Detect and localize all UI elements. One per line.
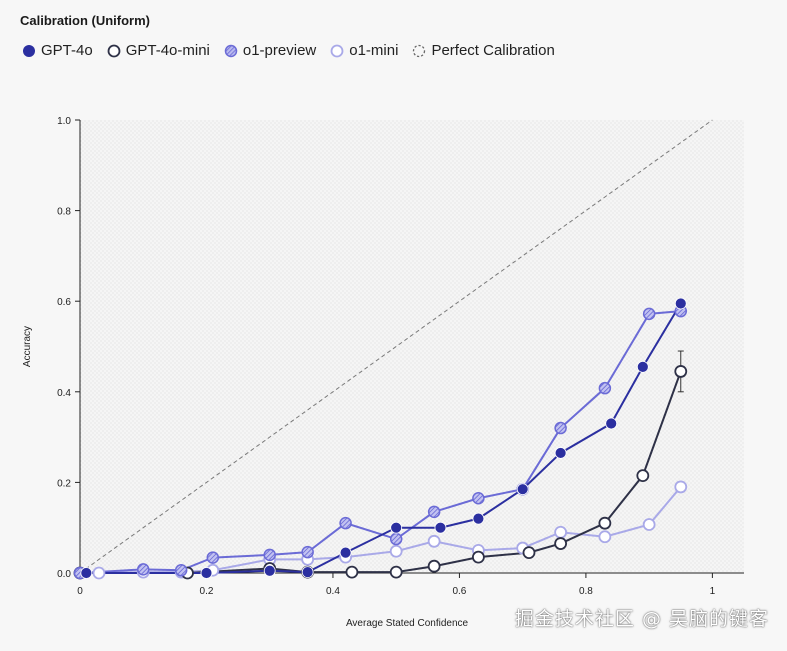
legend-marker-filled-icon [23, 44, 35, 57]
legend-marker-hatched-icon [224, 44, 238, 57]
y-tick-label: 0.4 [57, 388, 71, 399]
y-tick-label: 0.0 [57, 569, 71, 580]
data-point-gpt-4o-mini [471, 550, 485, 564]
legend-marker-dashed-icon [413, 44, 426, 57]
data-point-o1-mini [389, 544, 403, 558]
data-point-gpt-4o [339, 546, 352, 559]
data-point-o1-preview [263, 548, 276, 562]
watermark-text: 掘金技术社区 @ 吴脑的键客 [514, 608, 769, 630]
x-tick-label: 0 [77, 586, 83, 597]
data-point-o1-preview [206, 551, 220, 564]
data-point-gpt-4o [605, 417, 618, 430]
data-point-gpt-4o [636, 360, 649, 373]
legend-label: o1-mini [349, 42, 399, 59]
legend-item-gpt-4o: GPT-4o [22, 42, 93, 59]
data-point-o1-preview [301, 545, 314, 559]
data-point-gpt-4o-mini [427, 559, 441, 573]
data-point-o1-preview [427, 505, 441, 519]
data-point-o1-preview [174, 564, 188, 577]
data-point-o1-mini [554, 525, 568, 539]
data-point-gpt-4o [301, 566, 314, 578]
data-point-gpt-4o-mini [554, 537, 568, 550]
legend-label: o1-preview [242, 42, 317, 59]
x-axis-label: Average Stated Confidence [346, 618, 469, 629]
data-point-o1-preview [598, 381, 612, 395]
legend-marker-light-hollow-icon [330, 44, 344, 57]
legend-item-o1-preview: o1-preview [224, 42, 316, 59]
y-axis-label: Accuracy [22, 326, 33, 367]
perfect-calibration-line [79, 119, 713, 574]
data-point-o1-preview [554, 421, 567, 435]
x-tick-label: 0.6 [452, 586, 466, 597]
y-tick-label: 0.6 [57, 297, 71, 308]
data-point-o1-mini [92, 566, 106, 580]
y-tick-label: 1.0 [57, 116, 71, 127]
data-point-o1-preview [389, 532, 403, 546]
x-tick-label: 1 [710, 586, 716, 597]
data-point-gpt-4o [516, 483, 529, 496]
data-point-gpt-4o [674, 297, 687, 310]
y-tick-label: 0.8 [57, 207, 71, 218]
data-point-gpt-4o-mini [598, 516, 612, 530]
legend-item-o1-mini: o1-mini [330, 42, 398, 59]
legend-label: GPT-4o [41, 42, 93, 59]
x-tick-label: 0.4 [326, 586, 340, 597]
data-point-gpt-4o-mini [345, 565, 359, 579]
data-point-gpt-4o-mini [522, 546, 536, 560]
data-point-gpt-4o-mini [389, 565, 403, 579]
y-tick-label: 0.2 [57, 478, 71, 489]
data-point-gpt-4o [554, 447, 567, 459]
data-point-o1-preview [339, 516, 352, 530]
data-point-o1-mini [674, 480, 688, 494]
data-point-gpt-4o-mini [636, 469, 650, 483]
data-point-o1-preview [136, 563, 150, 576]
data-point-o1-preview [472, 492, 485, 505]
data-point-o1-preview [642, 307, 656, 321]
x-tick-label: 0.2 [200, 586, 214, 597]
data-point-gpt-4o [472, 512, 485, 525]
legend-marker-hollow-icon [107, 44, 121, 57]
x-tick-label: 0.8 [579, 586, 593, 597]
legend-label: GPT-4o-mini [125, 42, 210, 59]
legend-label: Perfect Calibration [431, 42, 555, 59]
data-point-gpt-4o [434, 521, 447, 534]
data-point-gpt-4o [263, 564, 276, 577]
chart-title: Calibration (Uniform) [20, 13, 150, 28]
data-point-o1-mini [642, 518, 656, 531]
plot-background [80, 120, 744, 573]
legend-item-perfect-calibration: Perfect Calibration [412, 42, 555, 59]
data-point-gpt-4o [200, 567, 213, 579]
data-point-o1-mini [427, 534, 441, 548]
data-point-gpt-4o [80, 567, 93, 579]
data-point-gpt-4o-mini [674, 365, 688, 378]
chart-legend: GPT-4o GPT-4o-mini o1-preview o1-mini [22, 42, 569, 59]
data-point-o1-mini [598, 530, 612, 544]
data-point-gpt-4o [390, 521, 403, 534]
legend-item-gpt-4o-mini: GPT-4o-mini [107, 42, 210, 59]
